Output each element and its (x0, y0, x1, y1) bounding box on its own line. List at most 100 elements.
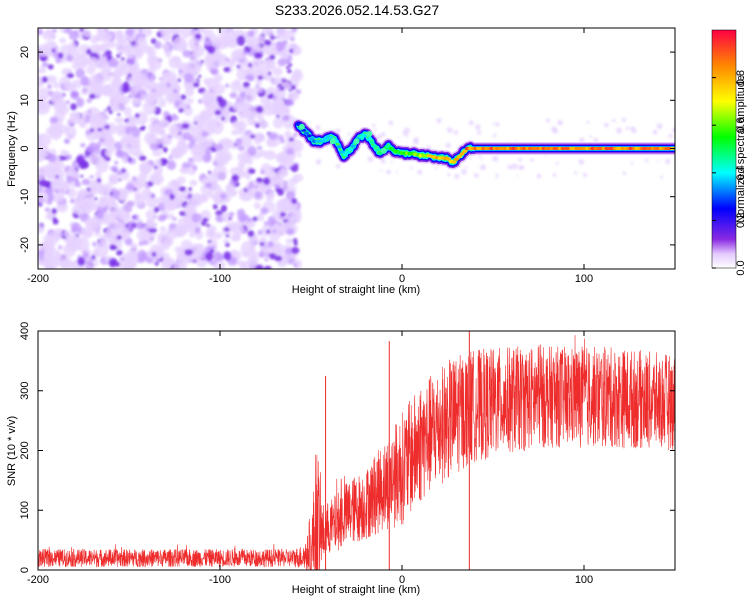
noise-speck (445, 142, 451, 148)
y-tick-label: -20 (19, 237, 31, 253)
noise-speck (187, 203, 194, 211)
noise-speck (263, 221, 269, 226)
noise-speck (129, 243, 138, 249)
noise-speck (285, 247, 293, 255)
noise-speck (259, 89, 264, 93)
noise-speck (536, 173, 542, 179)
ridge-blob (366, 131, 373, 138)
noise-speck (80, 76, 90, 87)
noise-speck (66, 72, 74, 79)
noise-speck (66, 175, 73, 183)
noise-speck (246, 158, 254, 165)
noise-speck (604, 122, 609, 128)
noise-speck (116, 53, 121, 59)
noise-speck (461, 169, 467, 175)
noise-speck (293, 68, 302, 78)
noise-speck (134, 113, 140, 118)
noise-speck (409, 166, 413, 169)
noise-speck (42, 30, 56, 41)
noise-speck (80, 143, 86, 148)
noise-speck (158, 97, 167, 108)
noise-speck (56, 202, 68, 213)
noise-speck (192, 243, 203, 256)
noise-speck (144, 28, 153, 37)
noise-speck (297, 152, 302, 157)
noise-speck (65, 100, 70, 105)
noise-speck (52, 82, 61, 89)
noise-speck (573, 171, 578, 175)
noise-speck (181, 239, 193, 251)
noise-speck (94, 131, 103, 140)
noise-speck (315, 125, 321, 131)
noise-speck (191, 126, 204, 141)
noise-speck (125, 50, 134, 59)
noise-speck (284, 130, 292, 139)
ridge-core (350, 144, 356, 148)
noise-speck (122, 233, 129, 241)
noise-speck (183, 73, 194, 83)
noise-speck (225, 83, 230, 88)
noise-speck (38, 148, 47, 160)
noise-speck (114, 116, 125, 124)
noise-speck (55, 57, 62, 64)
noise-speck (207, 170, 212, 174)
noise-speck (182, 132, 193, 141)
noise-speck (291, 198, 297, 204)
noise-speck (254, 191, 262, 199)
noise-speck (139, 155, 147, 161)
noise-speck (61, 181, 71, 192)
noise-speck (153, 206, 160, 213)
noise-speck (47, 232, 59, 245)
noise-speck (89, 93, 96, 100)
noise-speck (237, 127, 246, 135)
noise-speck (105, 50, 112, 56)
noise-speck (290, 246, 300, 255)
ridge-blob (298, 123, 305, 130)
noise-speck (134, 192, 142, 199)
noise-speck (225, 242, 230, 247)
ridge-core (445, 157, 451, 161)
noise-speck (277, 252, 290, 266)
ridge-blob (380, 147, 387, 154)
noise-speck (135, 28, 146, 33)
y-tick-label: 200 (19, 441, 31, 459)
noise-speck (223, 227, 230, 232)
noise-speck (518, 157, 523, 162)
noise-speck (267, 241, 274, 248)
noise-speck (118, 192, 128, 202)
noise-speck (253, 202, 261, 210)
noise-speck (262, 44, 270, 53)
noise-speck (272, 66, 283, 77)
noise-speck (203, 29, 215, 40)
noise-speck (279, 212, 287, 217)
noise-speck (140, 125, 146, 130)
noise-speck (111, 76, 123, 88)
noise-speck (54, 189, 59, 194)
noise-speck (191, 213, 202, 223)
noise-speck (86, 98, 92, 103)
noise-speck (153, 40, 162, 49)
noise-speck (147, 73, 156, 82)
noise-region (38, 28, 675, 269)
noise-speck (656, 123, 663, 130)
noise-speck (202, 217, 209, 223)
noise-speck (137, 257, 146, 264)
noise-speck (179, 144, 187, 155)
noise-speck (579, 137, 585, 143)
noise-speck (64, 125, 77, 139)
noise-speck (223, 251, 232, 261)
noise-speck (190, 194, 204, 207)
noise-speck (51, 48, 56, 53)
noise-speck (80, 88, 88, 96)
noise-speck (113, 221, 124, 232)
noise-speck (275, 173, 283, 182)
noise-speck (69, 30, 79, 41)
noise-speck (240, 241, 255, 257)
signal-ridge (291, 118, 675, 170)
y-tick-label: 10 (19, 94, 31, 106)
noise-speck (145, 190, 153, 199)
noise-speck (59, 37, 67, 44)
noise-speck (180, 167, 189, 175)
